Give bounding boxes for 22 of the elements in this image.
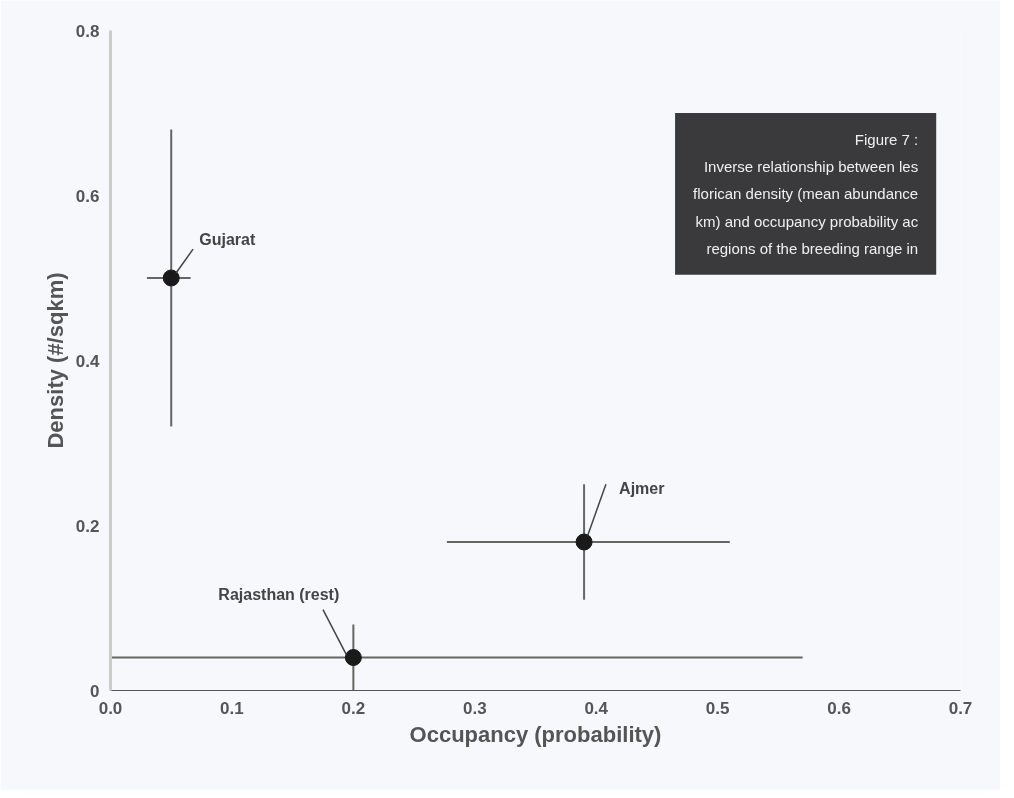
y-axis-title: Density (#/sqkm): [42, 272, 68, 449]
point: [575, 533, 593, 551]
y-tick-label: 0.6: [75, 186, 100, 206]
annotation: Figure 7 : Inverse relationship between les florican density (mean abundance km) and occupancy probability ac regions of the breeding range in: [693, 131, 919, 257]
y-tick-label: 0.2: [75, 516, 100, 536]
point: [162, 269, 180, 287]
x-tick-label: 0.3: [462, 698, 487, 718]
x-tick-label: 0.4: [584, 698, 609, 718]
y-tick-label: 0: [90, 681, 100, 701]
x-tick-label: 0.6: [827, 698, 851, 718]
x-tick-label: 0.2: [341, 698, 366, 718]
annotation: Ajmer: [619, 480, 665, 497]
annotation: Rajasthan (rest): [218, 585, 340, 603]
x-axis-title: Occupancy (probability): [409, 721, 662, 747]
x-tick-label: 0.0: [98, 698, 123, 718]
annotation: Gujarat: [199, 231, 256, 248]
x-tick-label: 0.1: [220, 698, 244, 718]
x-tick-label: 0.5: [705, 698, 730, 718]
y-tick-label: 0.8: [75, 21, 100, 41]
point: [344, 649, 362, 666]
x-tick-label: 0.7: [948, 698, 973, 718]
y-tick-label: 0.4: [75, 351, 101, 371]
